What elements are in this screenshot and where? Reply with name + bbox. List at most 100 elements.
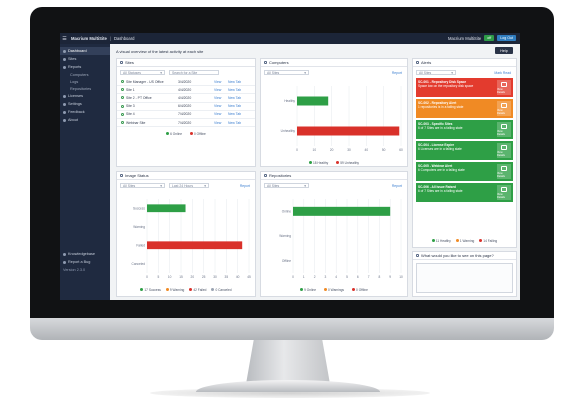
site-filter[interactable]: All Sites ▾ bbox=[120, 183, 165, 188]
new-tab-link[interactable]: New Tab bbox=[228, 87, 242, 92]
sidebar-item-dashboard[interactable]: Dashboard bbox=[60, 47, 110, 55]
x-tick-label: 7 bbox=[368, 275, 370, 279]
x-tick-label: 10 bbox=[313, 148, 317, 152]
site-date: 4/4/2020 bbox=[178, 87, 192, 92]
red-dot-icon bbox=[336, 161, 340, 164]
view-link[interactable]: View bbox=[214, 104, 222, 109]
sidebar-item-report-bug[interactable]: Report a Bug bbox=[60, 258, 110, 266]
x-tick-label: 3 bbox=[325, 275, 327, 279]
view-link[interactable]: View bbox=[214, 95, 222, 100]
monitor-shadow bbox=[150, 388, 430, 398]
x-tick-label: 4 bbox=[335, 275, 337, 279]
new-tab-link[interactable]: New Tab bbox=[228, 104, 242, 109]
legend-failed: 42 Failed bbox=[189, 288, 206, 292]
sidebar-item-about[interactable]: About bbox=[60, 116, 110, 124]
view-details-button[interactable]: View Details bbox=[497, 122, 511, 137]
report-link[interactable]: Report bbox=[239, 183, 250, 188]
view-link[interactable]: View bbox=[214, 79, 222, 84]
red-dot-icon bbox=[352, 288, 356, 291]
site-filter[interactable]: All Sites ▾ bbox=[264, 70, 309, 75]
y-category-label: Warning bbox=[279, 234, 291, 238]
view-details-button[interactable]: View Details bbox=[497, 185, 511, 200]
view-details-button[interactable]: View Details bbox=[497, 143, 511, 158]
alert-card[interactable]: SC-005 - Webinar Alert 6 Computers are in… bbox=[416, 162, 513, 181]
view-details-button[interactable]: View Details bbox=[497, 80, 511, 95]
sites-legend: 6 Online 0 Offline bbox=[117, 132, 255, 136]
image-status-panel: Image Status All Sites ▾ Last 24 Hours ▾ R… bbox=[116, 171, 256, 297]
sidebar-item-reports[interactable]: Reports bbox=[60, 63, 110, 71]
new-tab-link[interactable]: New Tab bbox=[228, 95, 242, 100]
sidebar-item-settings[interactable]: Settings bbox=[60, 100, 110, 108]
view-details-button[interactable]: View Details bbox=[497, 164, 511, 179]
sidebar-subitem-computers[interactable]: Computers bbox=[60, 71, 110, 78]
sidebar-item-sites[interactable]: Sites bbox=[60, 55, 110, 63]
image-status-toolbar: All Sites ▾ Last 24 Hours ▾ Report bbox=[117, 180, 255, 191]
sidebar-subitem-logs[interactable]: Logs bbox=[60, 78, 110, 85]
legend-online-label: 9 Online bbox=[304, 288, 317, 292]
repositories-legend: 9 Online 0 Warnings 0 Offline bbox=[261, 288, 407, 292]
alert-title: SC-006 - All Issue Raised bbox=[418, 185, 456, 189]
y-category-label: Failed bbox=[136, 243, 145, 247]
site-search-input[interactable]: Search for a Site bbox=[169, 70, 219, 75]
report-link[interactable]: Report bbox=[391, 183, 402, 188]
feedback-textarea[interactable] bbox=[416, 263, 513, 293]
x-tick-label: 5 bbox=[157, 275, 159, 279]
view-link[interactable]: View bbox=[214, 87, 222, 92]
view-link[interactable]: View bbox=[214, 112, 222, 117]
view-details-button[interactable]: View Details bbox=[497, 101, 511, 116]
alert-card[interactable]: SC-002 - Repository Alert 1 repositories … bbox=[416, 99, 513, 118]
sidebar-subitem-repositories[interactable]: Repositories bbox=[60, 85, 110, 92]
hamburger-icon[interactable]: ☰ bbox=[62, 35, 67, 42]
sidebar-item-label: Settings bbox=[68, 102, 82, 106]
site-filter[interactable]: All Sites ▾ bbox=[264, 183, 309, 188]
table-row[interactable]: Site 1 4/4/2020 View New Tab bbox=[117, 86, 255, 95]
sidebar-item-feedback[interactable]: Feedback bbox=[60, 108, 110, 116]
legend-success-label: 17 Success bbox=[144, 288, 161, 292]
table-row[interactable]: Site 2 - PT Office 4/4/2020 View New Tab bbox=[117, 94, 255, 103]
sidebar-item-licenses[interactable]: Licenses bbox=[60, 92, 110, 100]
site-search-placeholder: Search for a Site bbox=[172, 70, 198, 75]
alert-card[interactable]: SC-004 - License Expire 6 Licenses are in… bbox=[416, 141, 513, 160]
x-tick-label: 30 bbox=[347, 148, 351, 152]
red-dot-icon bbox=[190, 132, 194, 136]
sidebar-item-label: Feedback bbox=[68, 110, 85, 114]
alert-card[interactable]: SC-001 - Repository Disk Space Space low … bbox=[416, 78, 513, 97]
x-tick-label: 20 bbox=[191, 275, 195, 279]
details-icon bbox=[501, 103, 507, 108]
panel-title: Repositories bbox=[269, 173, 292, 178]
status-online-icon bbox=[121, 88, 124, 92]
image-status-chart: 0 5 10 15 20 25 30 35 40 45 Success Warning Failed Ca… bbox=[132, 199, 251, 279]
green-dot-icon bbox=[308, 161, 312, 164]
sidebar-item-label: About bbox=[68, 118, 78, 122]
new-tab-link[interactable]: New Tab bbox=[228, 112, 242, 117]
view-link[interactable]: View bbox=[214, 120, 222, 125]
legend-warning: 9 Warning bbox=[165, 288, 184, 292]
user-name[interactable]: Macrium MultiSite bbox=[447, 35, 482, 41]
panel-header: Image Status bbox=[117, 172, 255, 180]
mark-read-link[interactable]: Mark Read bbox=[494, 70, 511, 75]
alerts-panel: Alerts All Sites ▾ Mark Read SC-001 - Rep… bbox=[412, 58, 517, 248]
red-dot-icon bbox=[479, 239, 483, 242]
toggle-pill[interactable]: off bbox=[484, 35, 495, 41]
table-row[interactable]: Site 4 7/4/2020 View New Tab bbox=[117, 111, 255, 119]
time-range-select[interactable]: Last 24 Hours ▾ bbox=[169, 183, 209, 188]
sidebar-item-knowledgebase[interactable]: Knowledgebase bbox=[60, 250, 110, 258]
new-tab-link[interactable]: New Tab bbox=[228, 79, 242, 84]
status-online-icon bbox=[121, 96, 124, 100]
report-link[interactable]: Report bbox=[391, 70, 402, 75]
alert-card[interactable]: SC-003 - Specific Sites 6 of 7 Sites are … bbox=[416, 120, 513, 139]
new-tab-link[interactable]: New Tab bbox=[228, 120, 242, 125]
status-filter[interactable]: All Statuses ▾ bbox=[120, 70, 165, 75]
bar bbox=[147, 241, 243, 250]
content-title: A visual overview of the latest activity… bbox=[116, 49, 204, 54]
bar bbox=[293, 206, 391, 216]
table-row[interactable]: Site Manager - US Office 3/4/2020 View New … bbox=[117, 78, 255, 87]
x-tick-label: 30 bbox=[213, 275, 217, 279]
help-button[interactable]: Help bbox=[495, 47, 513, 54]
site-filter[interactable]: All Sites ▾ bbox=[416, 70, 456, 75]
image-icon bbox=[120, 174, 123, 177]
alert-card[interactable]: SC-006 - All Issue Raised 6 of 7 Sites ar… bbox=[416, 183, 513, 202]
table-row[interactable]: Webinar Site 7/4/2020 View New Tab bbox=[117, 119, 255, 128]
logout-button[interactable]: Log Out bbox=[497, 35, 516, 41]
table-row[interactable]: Site 3 6/4/2020 View New Tab bbox=[117, 103, 255, 111]
